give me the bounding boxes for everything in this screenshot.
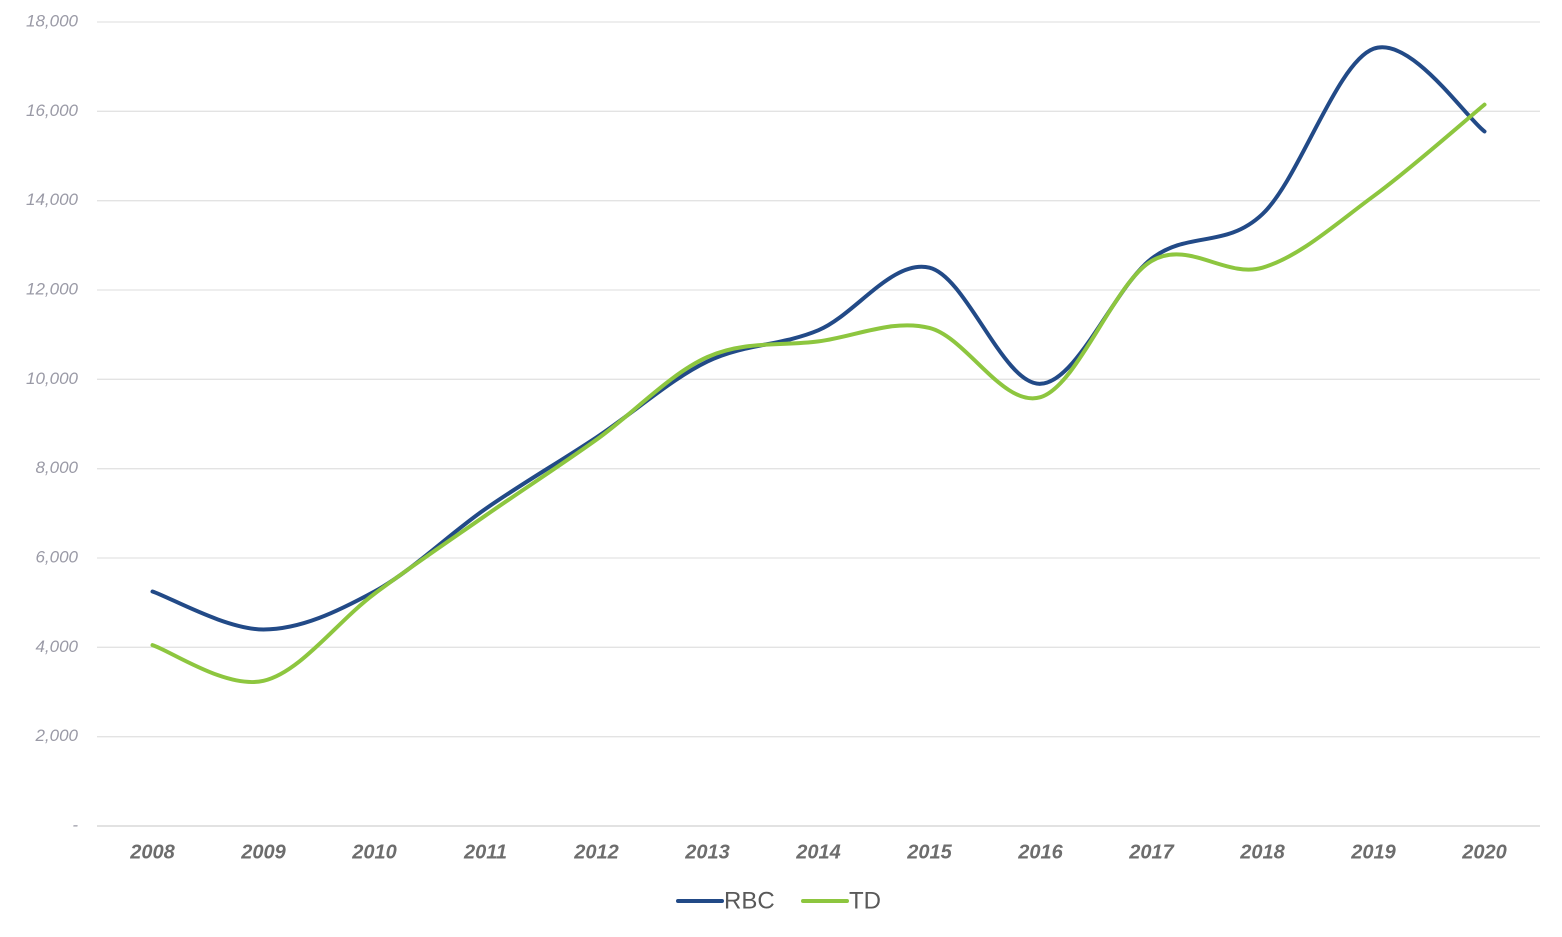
legend-label: TD: [849, 887, 881, 914]
x-tick-label: 2016: [1017, 841, 1063, 863]
x-tick-label: 2013: [684, 841, 730, 863]
x-tick-label: 2012: [573, 841, 619, 863]
x-tick-label: 2008: [129, 841, 175, 863]
y-tick-label: 18,000: [26, 11, 79, 30]
line-series: [150, 102, 1487, 685]
x-tick-label: 2010: [351, 841, 397, 863]
y-tick-label: 6,000: [35, 547, 78, 566]
y-tick-label: 8,000: [35, 458, 78, 477]
y-tick-label: 4,000: [35, 637, 78, 656]
legend-label: RBC: [724, 887, 775, 914]
x-tick-label: 2015: [906, 841, 952, 863]
x-tick-label: 2017: [1128, 841, 1174, 863]
y-tick-label: 14,000: [26, 190, 79, 209]
y-tick-label: -: [72, 815, 78, 834]
x-tick-label: 2014: [795, 841, 841, 863]
x-tick-label: 2011: [463, 841, 507, 863]
x-tick-label: 2020: [1461, 841, 1507, 863]
y-tick-label: 12,000: [26, 279, 79, 298]
y-tick-label: 2,000: [34, 726, 78, 745]
y-tick-label: 10,000: [26, 369, 79, 388]
x-tick-label: 2009: [240, 841, 286, 863]
y-tick-label: 16,000: [26, 101, 79, 120]
x-tick-label: 2018: [1239, 841, 1285, 863]
x-tick-label: 2019: [1350, 841, 1396, 863]
line-series: [150, 45, 1487, 632]
